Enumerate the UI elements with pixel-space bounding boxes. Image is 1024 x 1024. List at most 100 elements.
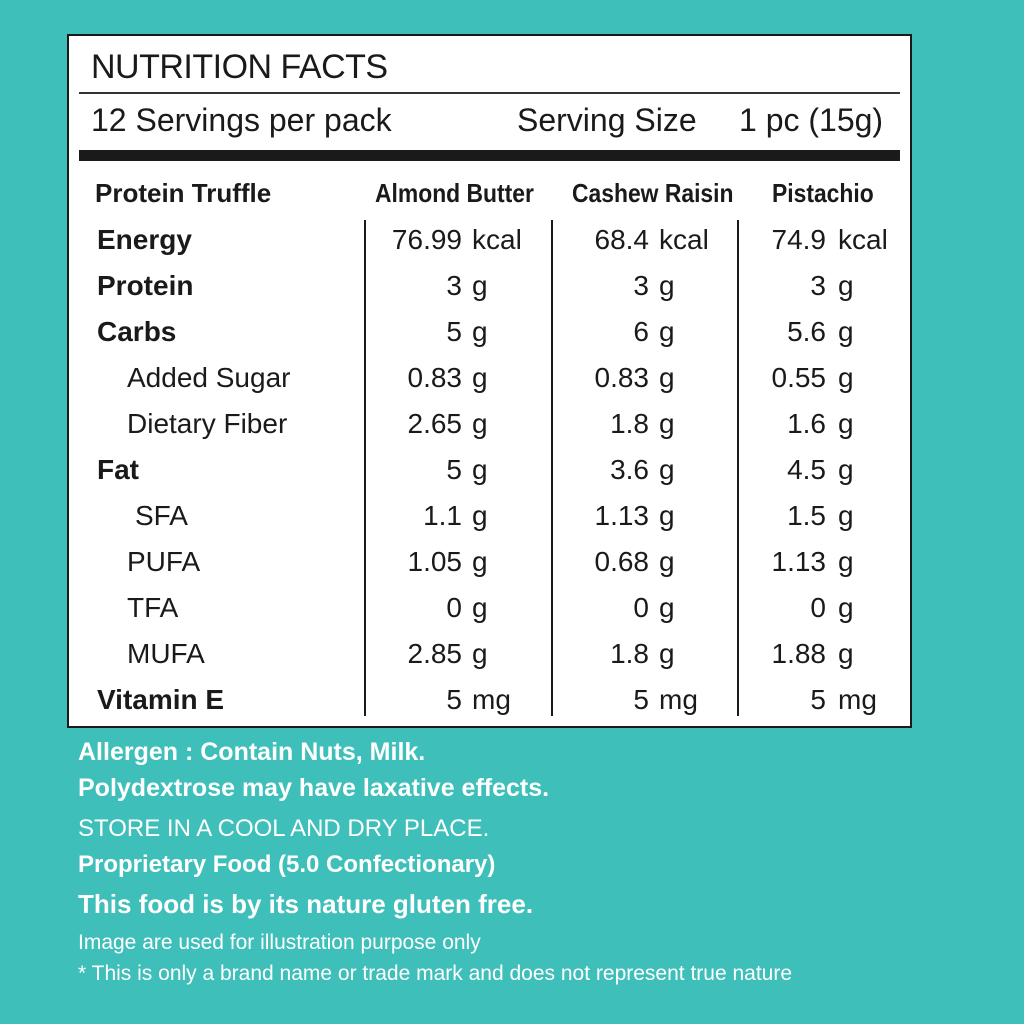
nutrient-value: 0.55 xyxy=(771,362,827,393)
nutrient-row: Vitamin E 5 mg 5 mg 5 mg xyxy=(69,684,910,730)
nutrient-name: PUFA xyxy=(127,546,201,577)
column-header-almond-butter: Almond Butter xyxy=(375,178,534,208)
nutrient-value: 1.88 xyxy=(771,638,827,669)
nutrient-unit: kcal xyxy=(472,224,522,255)
nutrient-value: 6 xyxy=(633,316,649,347)
nutrient-value: 3 xyxy=(633,270,649,301)
nutrient-name: Added Sugar xyxy=(127,362,291,393)
nutrient-value: 1.13 xyxy=(771,546,827,577)
servings-per-pack: 12 Servings per pack xyxy=(91,102,392,138)
nutrient-unit: g xyxy=(472,408,488,439)
nutrient-value: 0 xyxy=(446,592,462,623)
nutrient-unit: g xyxy=(659,270,675,301)
nutrient-value: 1.6 xyxy=(787,408,826,439)
nutrient-unit: g xyxy=(472,362,488,393)
nutrition-title: NUTRITION FACTS xyxy=(91,48,388,86)
nutrient-name: Dietary Fiber xyxy=(127,408,288,439)
nutrient-unit: g xyxy=(838,408,854,439)
nutrient-row: SFA 1.1 g 1.13 g 1.5 g xyxy=(69,500,910,546)
nutrient-value: 0.83 xyxy=(407,362,463,393)
nutrient-value: 1.1 xyxy=(423,500,462,531)
nutrient-value: 1.13 xyxy=(594,500,650,531)
nutrient-name: Energy xyxy=(97,224,192,255)
nutrient-value: 68.4 xyxy=(594,224,650,255)
gluten-text: This food is by its nature gluten free. xyxy=(78,889,534,919)
nutrient-unit: g xyxy=(472,316,488,347)
nutrient-unit: mg xyxy=(659,684,698,715)
nutrient-value: 3 xyxy=(810,270,826,301)
nutrient-value: 74.9 xyxy=(771,224,827,255)
column-header-pistachio: Pistachio xyxy=(772,178,874,208)
nutrient-value: 5 xyxy=(446,684,462,715)
column-header-cashew-raisin: Cashew Raisin xyxy=(572,178,734,208)
nutrient-row: TFA 0 g 0 g 0 g xyxy=(69,592,910,638)
nutrient-row: Protein 3 g 3 g 3 g xyxy=(69,270,910,316)
nutrient-value: 1.8 xyxy=(610,408,649,439)
product-header: Protein Truffle xyxy=(95,178,272,208)
nutrient-unit: g xyxy=(659,500,675,531)
nutrient-unit: mg xyxy=(838,684,877,715)
nutrient-unit: g xyxy=(472,546,488,577)
serving-size-value: 1 pc (15g) xyxy=(739,102,884,138)
nutrient-unit: g xyxy=(838,270,854,301)
nutrient-row: MUFA 2.85 g 1.8 g 1.88 g xyxy=(69,638,910,684)
nutrient-value: 1.8 xyxy=(610,638,649,669)
nutrient-value: 76.99 xyxy=(391,224,462,255)
column-divider xyxy=(364,220,366,716)
allergen-text: Allergen : Contain Nuts, Milk. xyxy=(78,738,426,766)
column-divider xyxy=(551,220,553,716)
nutrient-unit: g xyxy=(838,316,854,347)
nutrient-name: TFA xyxy=(127,592,179,623)
nutrient-value: 3.6 xyxy=(610,454,649,485)
nutrient-value: 3 xyxy=(446,270,462,301)
image-note: Image are used for illustration purpose … xyxy=(78,931,481,954)
nutrient-row: PUFA 1.05 g 0.68 g 1.13 g xyxy=(69,546,910,592)
nutrient-unit: g xyxy=(472,592,488,623)
nutrient-unit: g xyxy=(838,362,854,393)
nutrient-row: Carbs 5 g 6 g 5.6 g xyxy=(69,316,910,362)
nutrient-value: 1.5 xyxy=(787,500,826,531)
nutrient-unit: g xyxy=(659,408,675,439)
storage-text: STORE IN A COOL AND DRY PLACE. xyxy=(78,815,490,842)
nutrient-value: 0.68 xyxy=(594,546,650,577)
column-divider xyxy=(737,220,739,716)
nutrient-unit: g xyxy=(659,592,675,623)
nutrient-name: Protein xyxy=(97,270,194,301)
nutrient-value: 2.85 xyxy=(407,638,463,669)
nutrient-unit: g xyxy=(659,454,675,485)
nutrient-unit: g xyxy=(472,454,488,485)
nutrient-value: 1.05 xyxy=(407,546,463,577)
nutrient-value: 5 xyxy=(446,316,462,347)
nutrient-unit: g xyxy=(659,638,675,669)
nutrient-unit: g xyxy=(659,546,675,577)
nutrient-unit: g xyxy=(472,500,488,531)
nutrient-unit: g xyxy=(838,546,854,577)
nutrient-unit: g xyxy=(472,270,488,301)
nutrient-unit: g xyxy=(838,454,854,485)
divider-thin xyxy=(79,92,900,94)
nutrient-name: Carbs xyxy=(97,316,177,347)
nutrient-value: 5 xyxy=(446,454,462,485)
nutrient-value: 5 xyxy=(810,684,826,715)
nutrient-value: 5 xyxy=(633,684,649,715)
nutrient-unit: g xyxy=(838,638,854,669)
nutrient-unit: g xyxy=(472,638,488,669)
nutrient-unit: kcal xyxy=(838,224,888,255)
nutrient-unit: kcal xyxy=(659,224,709,255)
nutrient-unit: g xyxy=(838,592,854,623)
nutrient-name: Vitamin E xyxy=(97,684,225,715)
nutrient-value: 0 xyxy=(633,592,649,623)
nutrient-name: MUFA xyxy=(127,638,205,669)
nutrient-name: Fat xyxy=(97,454,139,485)
nutrient-row: Fat 5 g 3.6 g 4.5 g xyxy=(69,454,910,500)
category-text: Proprietary Food (5.0 Confectionary) xyxy=(78,851,496,878)
nutrient-unit: g xyxy=(659,316,675,347)
nutrient-unit: g xyxy=(659,362,675,393)
nutrient-value: 5.6 xyxy=(787,316,826,347)
nutrient-value: 4.5 xyxy=(787,454,826,485)
divider-thick xyxy=(79,150,900,161)
polydextrose-text: Polydextrose may have laxative effects. xyxy=(78,774,550,802)
serving-size-label: Serving Size xyxy=(517,102,697,138)
nutrient-row: Energy 76.99 kcal 68.4 kcal 74.9 kcal xyxy=(69,224,910,270)
nutrient-value: 0 xyxy=(810,592,826,623)
